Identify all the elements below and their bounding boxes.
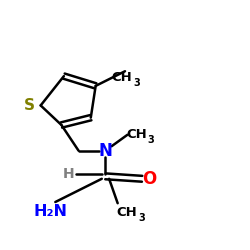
Text: N: N — [98, 142, 112, 160]
Text: CH: CH — [126, 128, 147, 141]
Text: O: O — [142, 170, 156, 188]
Text: CH: CH — [116, 206, 137, 220]
Text: H₂N: H₂N — [34, 204, 68, 219]
Text: 3: 3 — [133, 78, 140, 88]
Text: 3: 3 — [148, 135, 154, 145]
Text: 3: 3 — [138, 214, 145, 224]
Text: S: S — [24, 98, 34, 113]
Text: CH: CH — [112, 71, 132, 84]
Text: H: H — [63, 167, 74, 181]
